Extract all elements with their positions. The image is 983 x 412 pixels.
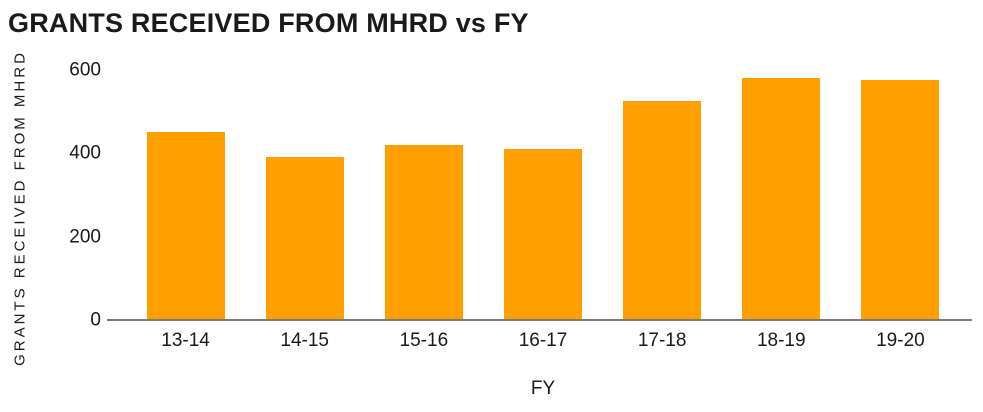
bar-13-14 <box>146 132 225 319</box>
bar-17-18 <box>623 101 702 319</box>
bar-18-19 <box>742 78 821 319</box>
bar-16-17 <box>503 148 582 319</box>
bar-slot-15-16 <box>364 70 483 319</box>
plot-area: 0 200 400 600 13-14 14-15 15-16 16-17 17-18 18-1… <box>69 61 972 351</box>
y-tick-label: 0 <box>90 309 101 331</box>
bar-14-15 <box>265 157 344 319</box>
bar-slot-13-14 <box>126 70 245 319</box>
bar-15-16 <box>384 144 463 319</box>
x-tick-label: 15-16 <box>399 330 449 351</box>
bar-19-20 <box>861 80 940 319</box>
y-tick-label: 600 <box>69 59 101 81</box>
x-axis-tick-labels: 13-14 14-15 15-16 16-17 17-18 18-19 19-20 <box>126 328 960 354</box>
x-tick-label: 18-19 <box>756 330 806 351</box>
x-tick-label: 14-15 <box>280 330 330 351</box>
x-axis-title: FY <box>530 378 556 399</box>
bar-slot-14-15 <box>245 70 364 319</box>
bar-slot-18-19 <box>722 70 841 319</box>
x-tick-label: 19-20 <box>876 330 925 351</box>
bar-slot-19-20 <box>841 70 960 319</box>
x-tick-label: 17-18 <box>637 330 687 351</box>
chart-title: GRANTS RECEIVED FROM MHRD vs FY <box>8 8 529 38</box>
bar-slot-16-17 <box>483 70 602 319</box>
x-axis-line <box>107 319 972 321</box>
bar-slot-17-18 <box>603 70 722 319</box>
y-tick-label: 200 <box>69 226 101 248</box>
x-tick-label: 13-14 <box>161 330 210 351</box>
y-tick-label: 400 <box>69 142 101 164</box>
y-axis-tick-labels: 0 200 400 600 <box>0 61 101 330</box>
x-tick-label: 16-17 <box>518 330 568 351</box>
bars-container <box>126 70 960 319</box>
